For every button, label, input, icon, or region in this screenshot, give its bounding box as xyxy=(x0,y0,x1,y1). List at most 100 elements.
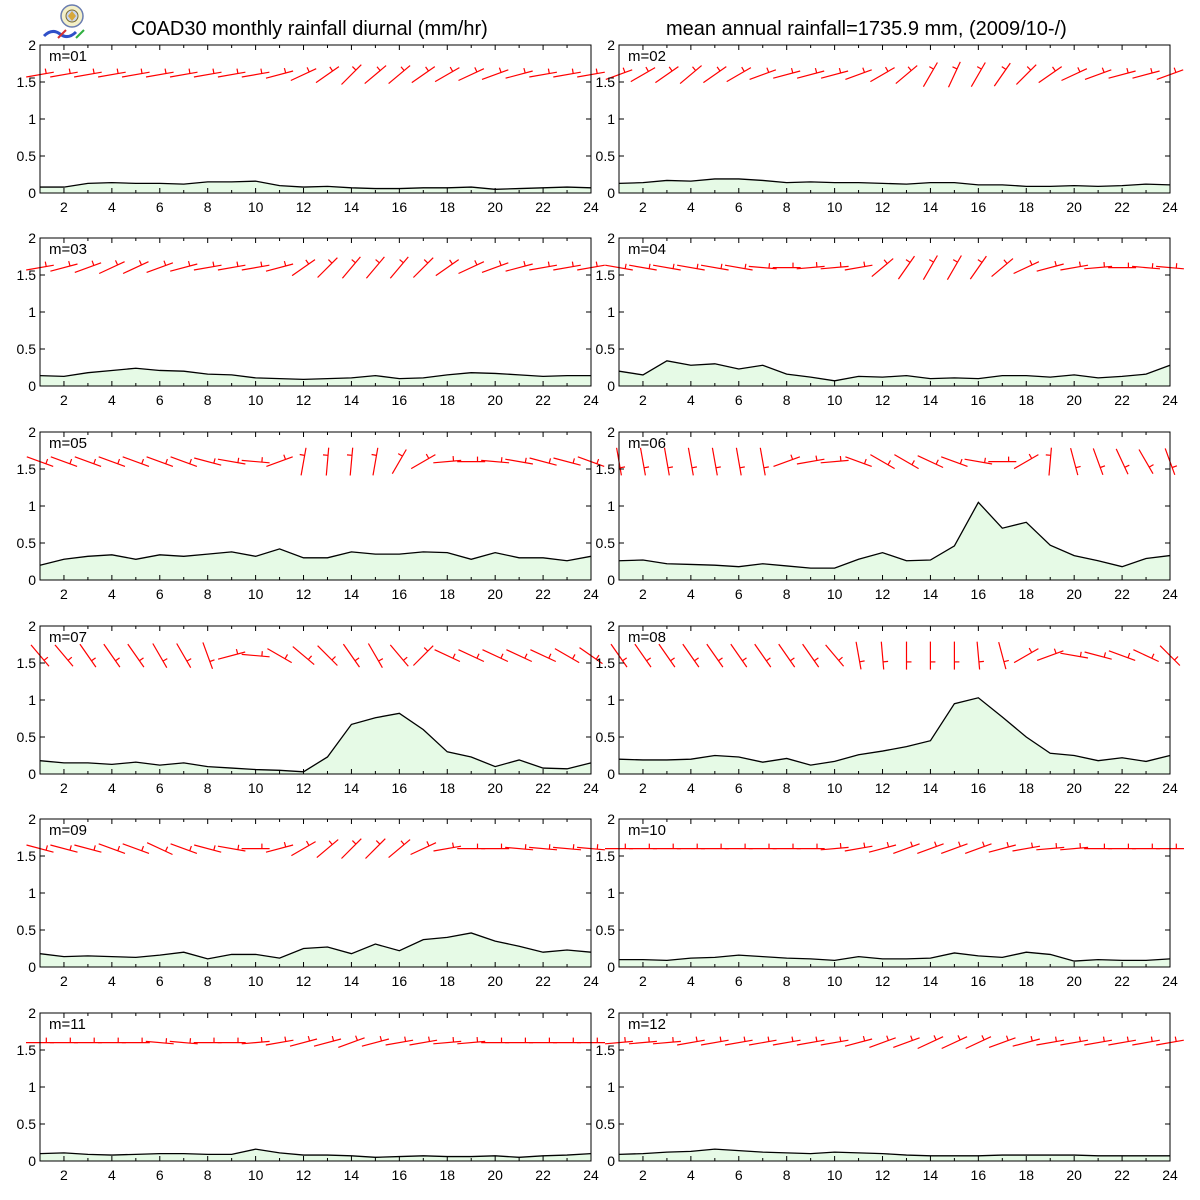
x-tick-label: 16 xyxy=(971,1167,987,1183)
x-tick-label: 16 xyxy=(392,392,408,408)
x-tick-label: 14 xyxy=(344,780,360,796)
wind-barb xyxy=(703,66,727,84)
y-tick-label: 1 xyxy=(28,304,36,320)
wind-barb xyxy=(289,1035,318,1047)
panel-m-12: 00.511.522 4 6 8 10 12 14 16 18 20 22 24m=12 xyxy=(596,1005,1184,1183)
wind-barb xyxy=(870,66,895,83)
y-tick-label: 2 xyxy=(607,37,615,53)
wind-barb xyxy=(1013,260,1040,275)
y-tick-label: 2 xyxy=(607,618,615,634)
y-tick-label: 2 xyxy=(607,811,615,827)
x-tick-label: 2 xyxy=(639,392,647,408)
x-tick-label: 4 xyxy=(687,392,695,408)
x-tick-label: 2 xyxy=(60,586,68,602)
wind-barb xyxy=(1092,448,1106,476)
y-tick-label: 0 xyxy=(28,766,36,782)
wind-barb xyxy=(529,1037,558,1044)
x-tick-label: 10 xyxy=(827,586,843,602)
panel-m-05: 00.511.522 4 6 8 10 12 14 16 18 20 22 24m=05 xyxy=(17,424,605,602)
wind-barb xyxy=(616,447,626,476)
wind-barb xyxy=(54,644,74,667)
wind-barb xyxy=(341,256,361,279)
x-tick-label: 24 xyxy=(583,199,599,215)
wind-barb xyxy=(74,260,102,273)
wind-barb xyxy=(711,447,721,476)
x-tick-label: 4 xyxy=(108,973,116,989)
x-tick-label: 18 xyxy=(1018,392,1034,408)
wind-barb xyxy=(338,1035,365,1048)
x-tick-label: 20 xyxy=(1066,392,1082,408)
rainfall-area xyxy=(40,713,591,774)
x-tick-label: 16 xyxy=(971,392,987,408)
y-tick-label: 0 xyxy=(607,185,615,201)
wind-barb xyxy=(1084,1036,1113,1046)
x-tick-label: 8 xyxy=(783,392,791,408)
wind-barb xyxy=(97,1037,126,1044)
y-tick-label: 0.5 xyxy=(596,535,616,551)
wind-barb xyxy=(553,457,581,466)
wind-barb xyxy=(434,66,460,83)
y-tick-label: 1.5 xyxy=(17,267,37,283)
wind-barb xyxy=(700,843,729,850)
wind-barb xyxy=(433,842,462,852)
x-tick-label: 22 xyxy=(1114,199,1130,215)
wind-barb xyxy=(773,67,801,79)
x-tick-label: 24 xyxy=(583,392,599,408)
wind-barb xyxy=(748,1036,777,1046)
wind-barb xyxy=(365,256,385,279)
y-tick-label: 2 xyxy=(28,1005,36,1021)
chart-title-right: mean annual rainfall=1735.9 mm, (2009/10… xyxy=(666,18,1067,40)
wind-barb xyxy=(1084,67,1112,80)
wind-barb xyxy=(1038,66,1063,84)
wind-barb xyxy=(993,62,1011,87)
y-tick-label: 0 xyxy=(28,185,36,201)
y-tick-label: 0 xyxy=(607,1153,615,1169)
wind-barb xyxy=(412,645,434,666)
wind-barb xyxy=(73,68,102,78)
x-tick-label: 24 xyxy=(1162,199,1178,215)
x-tick-label: 4 xyxy=(108,1167,116,1183)
wind-barb xyxy=(749,67,777,80)
x-tick-label: 16 xyxy=(392,586,408,602)
x-tick-label: 18 xyxy=(439,973,455,989)
wind-barb xyxy=(457,843,486,850)
wind-barb xyxy=(505,457,534,465)
wind-barb xyxy=(241,651,270,658)
x-tick-label: 2 xyxy=(639,780,647,796)
wind-barb xyxy=(505,67,533,79)
rainfall-area xyxy=(40,368,591,386)
panel-m-03: 00.511.522 4 6 8 10 12 14 16 18 20 22 24m=03 xyxy=(17,230,605,408)
wind-barb xyxy=(127,643,145,668)
x-tick-label: 6 xyxy=(735,586,743,602)
wind-barb xyxy=(748,843,777,850)
wind-barb xyxy=(241,1037,270,1045)
x-tick-label: 24 xyxy=(1162,586,1178,602)
wind-barb xyxy=(663,447,674,476)
y-tick-label: 1.5 xyxy=(17,655,37,671)
wind-barb xyxy=(457,456,486,463)
wind-barb xyxy=(553,261,581,271)
wind-barb xyxy=(802,643,820,668)
x-tick-label: 6 xyxy=(735,199,743,215)
wind-barb xyxy=(481,843,510,850)
wind-barb xyxy=(778,643,796,668)
x-tick-label: 18 xyxy=(439,586,455,602)
x-tick-label: 6 xyxy=(156,199,164,215)
y-tick-label: 1 xyxy=(28,498,36,514)
x-tick-label: 18 xyxy=(1018,586,1034,602)
wind-barb xyxy=(152,643,168,669)
wind-barb xyxy=(953,641,960,670)
panel-label: m=02 xyxy=(628,48,666,65)
panel-label: m=01 xyxy=(49,48,87,65)
y-tick-label: 0 xyxy=(607,572,615,588)
wind-barb xyxy=(676,1036,705,1046)
wind-barb xyxy=(553,1037,581,1044)
wind-barb xyxy=(679,65,702,85)
panel-m-02: 00.511.522 4 6 8 10 12 14 16 18 20 22 24m=02 xyxy=(596,37,1184,215)
x-tick-label: 6 xyxy=(156,1167,164,1183)
panel-label: m=04 xyxy=(628,241,666,258)
wind-barb xyxy=(844,261,873,271)
y-tick-label: 0 xyxy=(28,572,36,588)
wind-barb xyxy=(1013,453,1039,470)
x-tick-label: 22 xyxy=(1114,586,1130,602)
